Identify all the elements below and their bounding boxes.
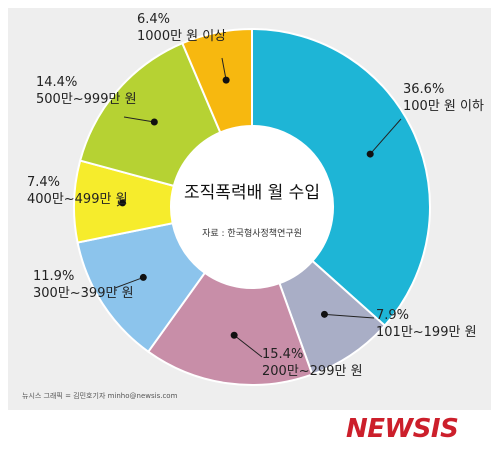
slice-range: 100만 원 이하	[403, 99, 484, 114]
slice-label-500-999: 14.4% 500만~999만 원	[36, 74, 137, 108]
slice-pct: 7.9%	[376, 308, 410, 323]
slice-range: 101만~199만 원	[376, 325, 477, 340]
slice-300-399-dot	[139, 273, 147, 281]
slice-pct: 6.4%	[137, 12, 171, 27]
slice-1000-plus	[181, 27, 253, 134]
slice-range: 400만~499만 원	[27, 192, 128, 207]
slice-label-200-299: 15.4% 200만~299만 원	[262, 346, 363, 380]
slice-label-100-under: 36.6% 100만 원 이하	[403, 81, 484, 115]
slice-100-under-leader	[369, 118, 402, 155]
slice-pct: 14.4%	[36, 75, 78, 90]
chart-title: 조직폭력배 월 수입	[184, 183, 320, 203]
slice-label-300-399: 11.9% 300만~399만 원	[33, 268, 134, 302]
chart-source: 자료 : 한국형사정책연구원	[202, 229, 302, 239]
slice-pct: 15.4%	[262, 347, 304, 362]
slice-label-101-199: 7.9% 101만~199만 원	[376, 307, 477, 341]
slice-label-400-499: 7.4% 400만~499만 원	[27, 174, 128, 208]
slice-1000-plus-leader	[221, 57, 227, 81]
slice-101-199-leader	[324, 313, 375, 319]
slice-range: 500만~999만 원	[36, 92, 137, 107]
slice-100-under-dot	[366, 150, 374, 158]
slice-400-499-dot	[119, 199, 127, 207]
slice-label-1000-plus: 6.4% 1000만 원 이상	[137, 11, 226, 45]
slice-200-299-dot	[230, 331, 238, 339]
slice-101-199-dot	[320, 310, 328, 318]
donut-center	[171, 126, 333, 288]
slice-pct: 11.9%	[33, 269, 75, 284]
graphic-credit: 뉴시스 그래픽 = 김민호기자 minho@newsis.com	[22, 392, 178, 400]
slice-500-999-leader	[123, 116, 155, 123]
slice-pct: 36.6%	[403, 82, 445, 97]
slice-500-999-dot	[150, 118, 158, 126]
slice-200-299-leader	[233, 334, 263, 358]
slice-pct: 7.4%	[27, 175, 61, 190]
slice-300-399-leader	[114, 276, 144, 289]
newsis-logo: NEWSIS	[346, 414, 459, 444]
slice-range: 300만~399만 원	[33, 286, 134, 301]
slice-range: 200만~299만 원	[262, 364, 363, 379]
slice-range: 1000만 원 이상	[137, 29, 227, 44]
slice-1000-plus-dot	[222, 76, 230, 84]
